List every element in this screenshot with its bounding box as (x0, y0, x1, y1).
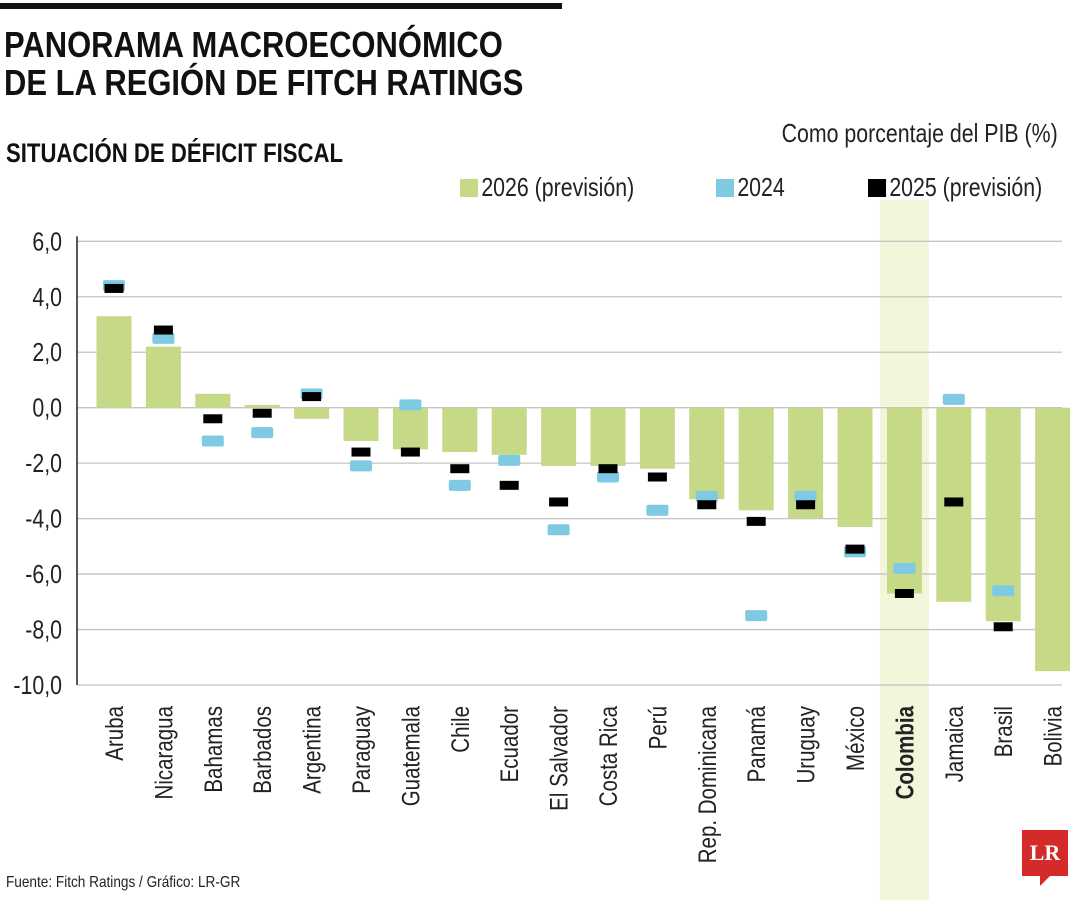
x-tick-label: Bolivia (1039, 706, 1067, 767)
marker-2025-16 (894, 588, 914, 598)
top-rule (0, 3, 562, 9)
marker-2025-12 (697, 500, 717, 510)
x-tick-label: México (841, 706, 869, 771)
x-tick-label: Rep. Dominicana (693, 706, 721, 863)
x-tick-label: Paraguay (347, 705, 375, 793)
marker-2025-8 (499, 480, 519, 490)
marker-2025-18 (993, 622, 1013, 632)
lr-logo: LR (1022, 830, 1068, 886)
marker-2024-13 (745, 610, 768, 622)
marker-2024-18 (992, 585, 1015, 597)
marker-2025-1 (153, 325, 173, 335)
marker-2025-11 (647, 472, 667, 482)
y-tick-label: 2,0 (32, 338, 62, 368)
page-title: PANORAMA MACROECONÓMICO DE LA REGIÓN DE F… (4, 26, 523, 102)
marker-2024-10 (597, 471, 619, 483)
x-tick-label: Aruba (100, 706, 128, 761)
marker-2025-7 (450, 464, 470, 474)
unit-label: Como porcentaje del PIB (%) (781, 118, 1058, 148)
bar-2026-6 (392, 407, 428, 450)
marker-2025-2 (203, 414, 223, 424)
bar-2026-8 (491, 407, 527, 455)
marker-2025-9 (549, 497, 569, 507)
legend-label: 2026 (previsión) (481, 172, 635, 202)
x-tick-label: Ecuador (495, 706, 523, 783)
marker-2024-14 (794, 490, 817, 502)
legend-swatch (868, 178, 887, 197)
bar-2026-15 (837, 407, 873, 527)
marker-2024-7 (448, 479, 471, 491)
x-tick-label: Costa Rica (594, 706, 622, 807)
y-tick-label: 4,0 (32, 283, 62, 313)
legend-label: 2025 (previsión) (889, 172, 1043, 202)
bar-2026-2 (195, 393, 231, 408)
legend-swatch (460, 178, 479, 197)
y-tick-label: 6,0 (32, 227, 62, 257)
marker-2025-13 (746, 516, 766, 526)
y-tick-label: 0,0 (32, 394, 62, 424)
marker-2025-5 (351, 447, 371, 457)
x-tick-label: Nicaragua (149, 706, 177, 800)
y-tick-label: -2,0 (25, 449, 62, 479)
bar-2026-13 (738, 407, 774, 511)
x-tick-label: Brasil (989, 706, 1017, 757)
legend-item-2026: 2026 (previsión) (460, 172, 634, 203)
x-tick-label: Panamá (742, 706, 770, 783)
y-tick-label: -6,0 (25, 560, 62, 590)
x-tick-label: El Salvador (545, 706, 573, 811)
bar-2026-16 (886, 407, 922, 594)
x-tick-label: Chile (446, 706, 474, 753)
source-note: Fuente: Fitch Ratings / Gráfico: LR-GR (6, 874, 241, 891)
legend-item-2025: 2025 (previsión) (868, 172, 1042, 203)
bar-2026-0 (96, 316, 132, 408)
title-line-1: PANORAMA MACROECONÓMICO (4, 24, 503, 65)
x-tick-label: Guatemala (396, 706, 424, 807)
x-tick-label: Barbados (248, 706, 276, 794)
x-tick-label: Uruguay (792, 705, 820, 783)
y-tick-label: -8,0 (25, 616, 62, 646)
x-tick-label: Bahamas (199, 706, 227, 793)
legend-item-2024: 2024 (716, 172, 785, 203)
bar-2026-12 (689, 407, 725, 500)
marker-2024-8 (498, 454, 521, 466)
marker-2024-16 (893, 563, 916, 575)
bar-2026-3 (244, 404, 280, 408)
marker-2024-11 (646, 504, 669, 516)
marker-2025-14 (796, 500, 816, 510)
marker-2025-15 (845, 544, 865, 554)
marker-2025-3 (252, 408, 272, 418)
marker-2024-1 (152, 332, 175, 344)
marker-2025-10 (598, 464, 618, 474)
x-tick-label: Argentina (298, 706, 326, 794)
marker-2025-4 (302, 392, 322, 402)
marker-2024-2 (201, 435, 224, 447)
chart-subtitle: SITUACIÓN DE DÉFICIT FISCAL (6, 138, 344, 168)
legend-label: 2024 (737, 172, 785, 202)
marker-2024-9 (547, 524, 570, 536)
bar-2026-1 (145, 346, 181, 408)
bar-2026-9 (541, 407, 577, 466)
bar-2026-11 (639, 407, 675, 469)
legend-swatch (716, 178, 735, 197)
marker-2025-6 (400, 447, 420, 457)
bar-2026-10 (590, 407, 626, 466)
y-tick-label: -10,0 (13, 671, 62, 701)
y-tick-label: -4,0 (25, 505, 62, 535)
title-line-2: DE LA REGIÓN DE FITCH RATINGS (4, 62, 524, 103)
bar-2026-7 (442, 407, 478, 453)
marker-2024-3 (251, 427, 274, 439)
marker-2024-12 (695, 490, 718, 502)
marker-2024-17 (942, 393, 965, 405)
x-tick-label: Perú (643, 706, 671, 749)
marker-2024-6 (399, 399, 422, 411)
bar-2026-4 (294, 407, 330, 419)
marker-2025-17 (944, 497, 964, 507)
marker-2024-5 (350, 460, 372, 472)
marker-2025-0 (104, 283, 124, 293)
x-tick-label: Jamaica (940, 706, 968, 783)
bar-2026-5 (343, 407, 379, 441)
x-tick-label: Colombia (890, 706, 918, 800)
bar-2026-19 (1035, 407, 1071, 672)
